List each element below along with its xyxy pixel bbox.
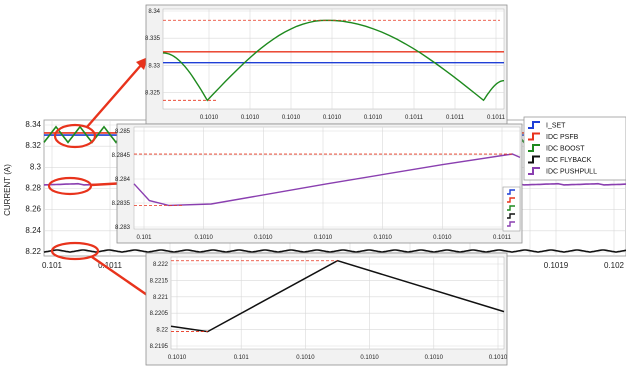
y-tick-label: 8.222 (153, 262, 169, 268)
main-y-ticks: 8.34 8.32 8.3 8.28 8.26 8.24 8.22 (25, 120, 41, 256)
x-tick-label: 0.1010 (194, 235, 213, 241)
x-tick-label: 0.1010 (200, 115, 219, 121)
zoom-mid-legend-marker (507, 205, 515, 211)
x-tick-label: 0.1010 (364, 115, 383, 121)
zoom-mid-x-ticks: 0.101 0.1010 0.1010 0.1010 0.1010 0.1010 0.101… (136, 235, 511, 241)
legend-marker (528, 144, 540, 152)
main-series-idc-flyback (43, 249, 626, 253)
legend-box (523, 116, 626, 181)
zoom-bottom-series-idc-flyback (170, 259, 505, 333)
zoom-mid-legend-marker (507, 221, 515, 227)
x-tick-label: 0.1010 (323, 115, 342, 121)
y-tick-label: 8.3 (30, 162, 42, 171)
y-tick-label: 8.22 (25, 247, 41, 256)
y-tick-label: 8.283 (115, 225, 131, 231)
zoom-mid-series-idc-pushpull (133, 153, 521, 207)
y-tick-label: 8.22 (156, 328, 168, 334)
y-tick-label: 8.2215 (150, 278, 169, 284)
x-tick-label: 0.1019 (544, 261, 569, 270)
legend-label: IDC PSFB (546, 134, 579, 141)
x-tick-label: 0.1010 (254, 235, 273, 241)
legend-item-idc-flyback: IDC FLYBACK (528, 155, 592, 164)
x-tick-label: 0.1010 (168, 355, 187, 361)
legend-marker (528, 121, 540, 129)
zoom-mid-plot-area (133, 126, 521, 230)
zoom-bottom-y-ticks: 8.222 8.2215 8.221 8.2205 8.22 8.2195 (150, 262, 169, 350)
x-tick-label: 0.1011 (405, 115, 424, 121)
y-tick-label: 8.221 (153, 295, 169, 301)
legend-label: I_SET (546, 123, 566, 130)
y-tick-label: 8.26 (25, 205, 41, 214)
x-tick-label: 0.1010 (360, 355, 379, 361)
x-tick-label: 0.1011 (493, 235, 512, 241)
legend-marker (528, 132, 540, 141)
x-tick-label: 0.1010 (241, 115, 260, 121)
main-legend: I_SET IDC PSFB IDC BOOST IDC FLYBACK IDC PUS… (523, 116, 626, 181)
callout-ellipse-top (53, 123, 97, 149)
y-tick-label: 8.32 (25, 141, 41, 150)
legend-label: IDC FLYBACK (546, 157, 592, 164)
x-tick-label: 0.1011 (446, 115, 465, 121)
legend-item-idc-boost: IDC BOOST (528, 144, 585, 153)
y-tick-label: 8.325 (145, 91, 161, 97)
x-tick-label: 0.1010 (373, 235, 392, 241)
main-x-ticks: 0.101 0.1011 0.1019 0.102 (42, 261, 625, 270)
zoom-top-y-ticks: 8.34 8.335 8.33 8.325 (145, 9, 161, 97)
legend-item-i-set: I_SET (528, 121, 566, 130)
x-tick-label: 0.101 (234, 355, 250, 361)
callout-ellipse-bottom (50, 241, 100, 261)
y-tick-label: 8.284 (115, 177, 131, 183)
zoom-bottom-plot-area (170, 256, 505, 350)
zoom-top-x-ticks: 0.1010 0.1010 0.1010 0.1010 0.1010 0.1011 0.10… (200, 115, 506, 121)
zoom-mid-legend-marker (507, 189, 515, 195)
zoom-mid-legend (502, 186, 521, 232)
x-tick-label: 0.101 (42, 261, 63, 270)
legend-marker (528, 155, 540, 164)
zoom-bottom-x-ticks: 0.1010 0.101 0.1010 0.1010 0.1010 0.1010 (168, 355, 508, 361)
legend-item-idc-pushpull: IDC PUSHPULL (528, 167, 597, 176)
y-tick-label: 8.33 (148, 63, 160, 69)
zoom-top-series-idc-boost (162, 19, 504, 102)
y-tick-label: 8.335 (145, 36, 161, 42)
legend-label: IDC PUSHPULL (546, 169, 597, 176)
y-tick-label: 8.2835 (112, 201, 131, 207)
main-ylabel: CURRENT (A) (3, 164, 12, 216)
x-tick-label: 0.1010 (282, 115, 301, 121)
legend-label: IDC BOOST (546, 146, 585, 153)
x-tick-label: 0.1011 (487, 115, 506, 121)
callout-arrow-bottom (91, 256, 151, 298)
y-tick-label: 8.24 (25, 226, 41, 235)
x-tick-label: 0.1010 (489, 355, 508, 361)
zoom-top-plot-area (162, 8, 505, 110)
callout-arrowhead-top (136, 57, 148, 70)
x-tick-label: 0.1010 (433, 235, 452, 241)
legend-marker (528, 167, 540, 175)
y-tick-label: 8.34 (148, 9, 160, 15)
zoom-mid-legend-marker (507, 213, 515, 219)
y-tick-label: 8.2205 (150, 311, 169, 317)
x-tick-label: 0.1010 (425, 355, 444, 361)
y-tick-label: 8.28 (25, 184, 41, 193)
x-tick-label: 0.102 (604, 261, 625, 270)
x-tick-label: 0.1010 (296, 355, 315, 361)
y-tick-label: 8.2845 (112, 153, 131, 159)
zoom-mid-y-ticks: 8.285 8.2845 8.284 8.2835 8.283 (112, 129, 131, 231)
x-tick-label: 0.1010 (314, 235, 333, 241)
callout-arrow-top (86, 63, 143, 128)
callout-ellipse-mid (47, 176, 93, 196)
legend-item-idc-psfb: IDC PSFB (528, 132, 579, 141)
y-tick-label: 8.2195 (150, 344, 169, 350)
y-tick-label: 8.34 (25, 120, 41, 129)
y-tick-label: 8.285 (115, 129, 131, 135)
zoom-mid-legend-marker (507, 197, 515, 203)
x-tick-label: 0.1011 (98, 261, 122, 270)
x-tick-label: 0.101 (136, 235, 152, 241)
